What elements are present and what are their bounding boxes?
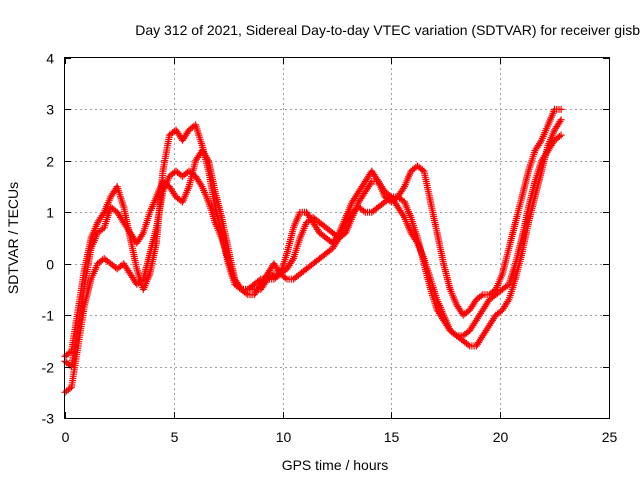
data-point-track-a — [288, 256, 296, 264]
x-tick-label: 10 — [276, 429, 292, 445]
data-point-track-a — [557, 116, 565, 124]
data-point-track-c — [557, 105, 565, 113]
chart-title: Day 312 of 2021, Sidereal Day-to-day VTE… — [135, 22, 640, 38]
y-axis-label: SDTVAR / TECUs — [5, 182, 21, 294]
data-point-track-c — [537, 138, 544, 146]
axis-ticks — [65, 58, 610, 419]
y-tick-label: -1 — [42, 308, 55, 324]
data-point-track-b — [451, 330, 459, 338]
data-point-track-b — [557, 131, 565, 139]
y-tick-label: 0 — [46, 257, 54, 273]
data-point-track-c — [373, 176, 381, 184]
data-point-track-c — [399, 184, 407, 192]
x-tick-label: 15 — [384, 429, 400, 445]
data-point-track-a — [399, 212, 407, 220]
y-tick-label: 2 — [46, 154, 54, 170]
data-point-track-a — [504, 297, 512, 305]
y-tick-label: 4 — [46, 51, 54, 67]
data-point-track-c — [477, 292, 485, 300]
data-points — [61, 105, 565, 396]
y-tick-label: -3 — [42, 411, 55, 427]
x-axis-label: GPS time / hours — [282, 457, 389, 473]
data-point-track-c — [242, 289, 250, 297]
data-point-track-b — [360, 207, 368, 215]
data-point-track-b — [556, 132, 563, 140]
y-tick-label: -2 — [42, 360, 55, 376]
data-point-track-a — [138, 231, 146, 239]
data-point-track-a — [367, 179, 375, 187]
plot-frame — [64, 57, 610, 419]
y-tick-label: 3 — [46, 102, 54, 118]
x-tick-label: 5 — [171, 429, 179, 445]
data-point-track-b — [281, 274, 289, 282]
x-tick-label: 25 — [602, 429, 618, 445]
x-tick-label: 20 — [493, 429, 509, 445]
data-point-track-b — [197, 181, 205, 189]
tick-labels: 0 5 10 15 20 25 -3 -2 -1 0 1 2 3 4 — [42, 51, 618, 446]
data-point-track-b — [268, 271, 276, 279]
data-point-track-c — [99, 210, 107, 218]
data-point-track-a — [556, 117, 564, 125]
data-point-track-a — [464, 341, 472, 349]
x-tick-label: 0 — [62, 429, 70, 445]
data-point-track-c — [334, 231, 342, 239]
y-tick-label: 1 — [46, 205, 54, 221]
